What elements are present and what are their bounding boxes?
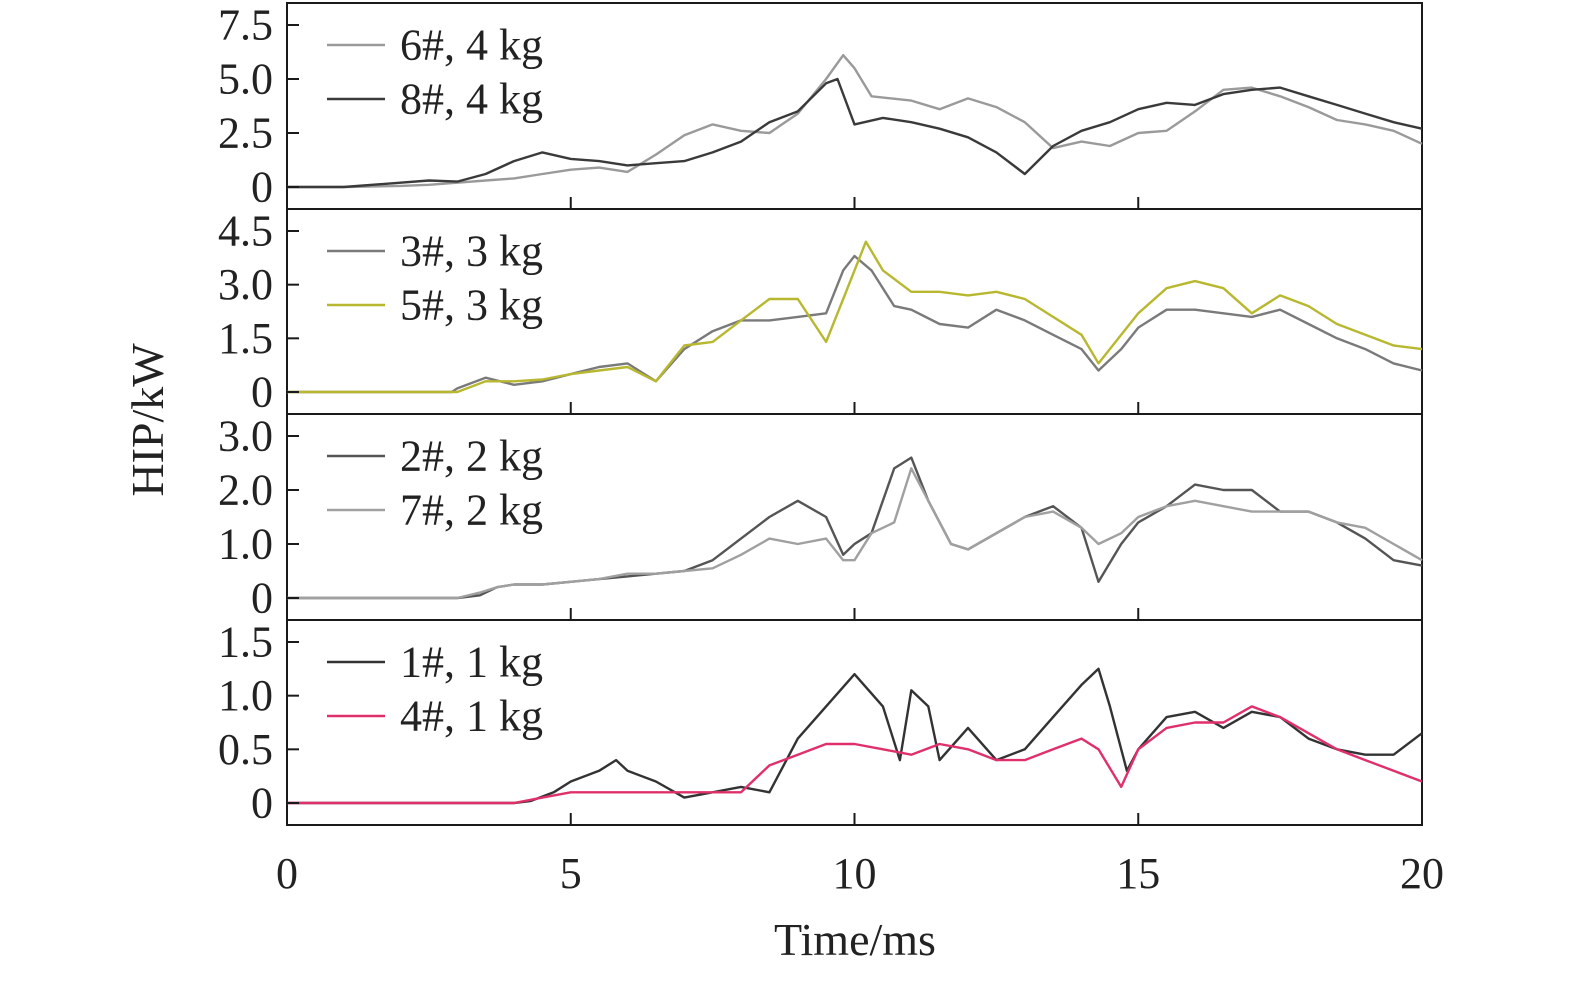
panel-4-y-tick-label: 1.0 [218,671,273,720]
legend-label-4-1: 1#, 1 kg [400,638,543,687]
legend-label-2-2: 5#, 3 kg [400,281,543,330]
series-line-2-2 [287,240,1423,394]
panel-4-y-tick-label: 0 [251,779,273,828]
x-tick-label: 10 [833,849,877,898]
legend-label-3-2: 7#, 2 kg [400,486,543,535]
panel-2-y-tick-label: 4.5 [218,207,273,256]
series-line-2-1 [287,254,1423,394]
panel-2-y-tick-label: 3.0 [218,260,273,309]
legend-label-1-2: 8#, 4 kg [400,75,543,124]
panel-3-y-tick-label: 1.0 [218,520,273,569]
panel-3-y-tick-label: 2.0 [218,466,273,515]
series-line-4-2 [287,705,1423,805]
panel-3-y-tick-label: 3.0 [218,412,273,461]
panel-4-y-tick-label: 0.5 [218,725,273,774]
panel-2-y-tick-label: 1.5 [218,314,273,363]
x-tick-label: 20 [1400,849,1444,898]
series-line-1-2 [287,77,1423,189]
panel-4-y-tick-label: 1.5 [218,618,273,667]
panel-1-y-tick-label: 5.0 [218,55,273,104]
panel-1-y-tick-label: 7.5 [218,1,273,50]
legend-label-1-1: 6#, 4 kg [400,21,543,70]
y-axis-title: HIP/kW [122,343,173,497]
panel-1-y-tick-label: 0 [251,163,273,212]
series-line-1-1 [287,54,1423,189]
legend-label-3-1: 2#, 2 kg [400,432,543,481]
series-line-4-1 [287,667,1423,805]
legend-label-2-1: 3#, 3 kg [400,227,543,276]
panel-2-y-tick-label: 0 [251,368,273,417]
x-tick-label: 15 [1116,849,1160,898]
series-line-3-2 [287,467,1423,600]
panel-3-y-tick-label: 0 [251,574,273,623]
x-tick-label: 0 [276,849,298,898]
x-axis-title: Time/ms [774,914,936,965]
x-tick-label: 5 [560,849,582,898]
legend-label-4-2: 4#, 1 kg [400,692,543,741]
panel-1-y-tick-label: 2.5 [218,109,273,158]
